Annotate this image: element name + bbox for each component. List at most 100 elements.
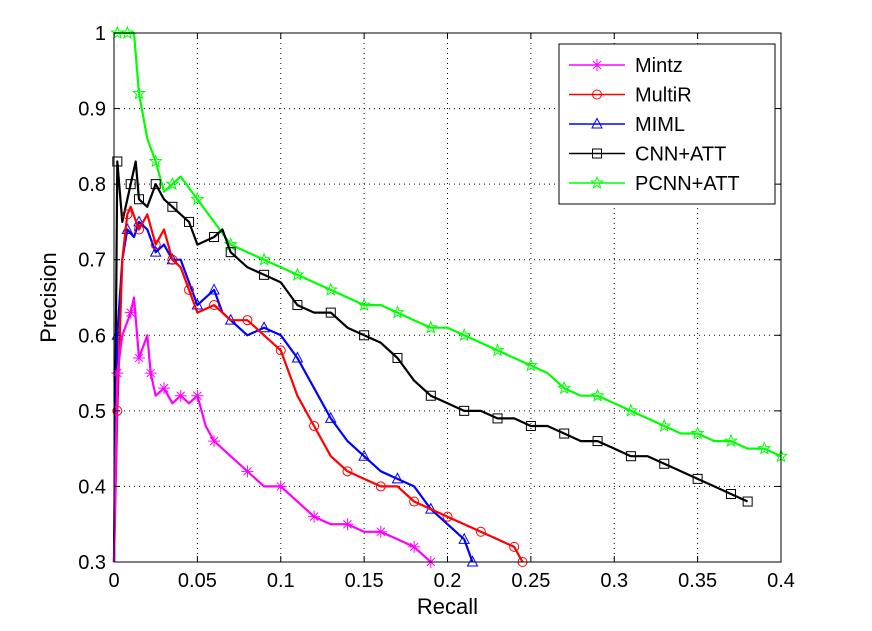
data-point [490, 343, 505, 357]
series-layer [110, 25, 788, 568]
legend-swatch-marker [592, 89, 602, 100]
ticks: 0 0.05 0.1 0.15 0.2 0.25 0.3 0.35 0.4 0.3 0.4 0.5 0.… [78, 23, 795, 592]
data-point [309, 420, 320, 431]
y-axis-label: Precision [36, 252, 61, 342]
series-line [112, 205, 524, 563]
data-point [134, 194, 145, 205]
data-point [459, 405, 470, 416]
data-point [275, 345, 286, 356]
data-point [423, 320, 438, 334]
data-point [158, 382, 171, 395]
data-point [257, 252, 272, 266]
data-point [208, 435, 221, 448]
data-point [165, 176, 180, 191]
data-point [167, 201, 178, 212]
legend-item: CNN+ATT [569, 144, 726, 166]
data-point [592, 436, 603, 447]
data-point [357, 297, 372, 312]
x-tick-label: 0.05 [178, 570, 217, 592]
data-point [557, 380, 572, 395]
data-point [125, 179, 136, 190]
data-point [291, 351, 304, 363]
grid [114, 33, 781, 562]
data-point [122, 209, 133, 220]
data-point [466, 555, 479, 567]
data-point [150, 179, 161, 190]
data-point [308, 510, 321, 523]
data-point [659, 458, 670, 469]
data-point [392, 352, 403, 363]
data-point [408, 540, 421, 553]
data-point [690, 426, 705, 440]
data-point [144, 367, 157, 380]
data-point [132, 86, 146, 100]
data-point [625, 451, 636, 462]
legend-swatch-marker [590, 175, 604, 190]
data-point [241, 465, 254, 478]
legend-label: MIML [635, 114, 685, 136]
x-tick-label: 0.2 [434, 570, 462, 592]
y-tick-label: 0.7 [78, 250, 106, 272]
legend-label: Mintz [635, 55, 683, 77]
legend-item: Mintz [569, 55, 683, 77]
data-point [149, 245, 162, 257]
series-pcnn-att [110, 25, 788, 463]
data-point [225, 247, 236, 258]
data-point [523, 358, 538, 372]
legend-swatch-marker [591, 117, 603, 129]
data-point [209, 300, 220, 311]
y-tick-label: 0.5 [78, 401, 106, 423]
data-point [374, 525, 387, 538]
data-point [323, 282, 338, 296]
data-point [184, 216, 195, 227]
data-point [190, 191, 205, 206]
data-point [111, 367, 124, 380]
data-point [292, 300, 303, 311]
data-point [359, 330, 370, 341]
data-point [242, 315, 253, 326]
data-point [112, 156, 123, 167]
x-tick-label: 0.4 [767, 570, 795, 592]
series-line [112, 160, 749, 563]
data-point [442, 511, 453, 522]
data-point [174, 389, 187, 402]
data-point [742, 496, 753, 507]
y-tick-label: 0.9 [78, 99, 106, 121]
series-line [114, 31, 782, 458]
x-tick-label: 0.1 [267, 570, 295, 592]
x-tick-label: 0.25 [511, 570, 550, 592]
y-tick-label: 1 [95, 23, 106, 45]
data-point [120, 25, 135, 40]
legend-swatch-marker [592, 148, 602, 159]
series-cnn-att [112, 156, 753, 563]
data-point [725, 488, 736, 499]
data-point [509, 541, 520, 552]
data-point [458, 532, 471, 544]
data-point [342, 466, 353, 477]
data-point [324, 411, 337, 423]
x-tick-label: 0 [108, 570, 119, 592]
data-point [390, 305, 405, 319]
data-point [290, 267, 305, 281]
data-point [209, 232, 220, 243]
legend-item: MIML [569, 114, 685, 136]
data-point [457, 327, 472, 342]
y-tick-label: 0.4 [78, 476, 106, 498]
legend: Mintz MultiR MIML CNN+ATT PCNN+ATT [558, 43, 776, 205]
y-tick-label: 0.8 [78, 174, 106, 196]
legend-label: MultiR [635, 85, 692, 107]
data-point [133, 351, 146, 364]
legend-swatch-marker [591, 59, 603, 71]
data-point [657, 418, 672, 432]
legend-item: PCNN+ATT [569, 173, 740, 195]
data-point [590, 388, 605, 402]
y-tick-label: 0.3 [78, 552, 106, 574]
data-point [559, 428, 570, 439]
data-point [208, 283, 220, 295]
data-point [623, 403, 638, 417]
data-point [391, 472, 404, 484]
data-point [475, 526, 486, 537]
x-axis-label: Recall [417, 594, 478, 619]
data-point [425, 390, 436, 401]
